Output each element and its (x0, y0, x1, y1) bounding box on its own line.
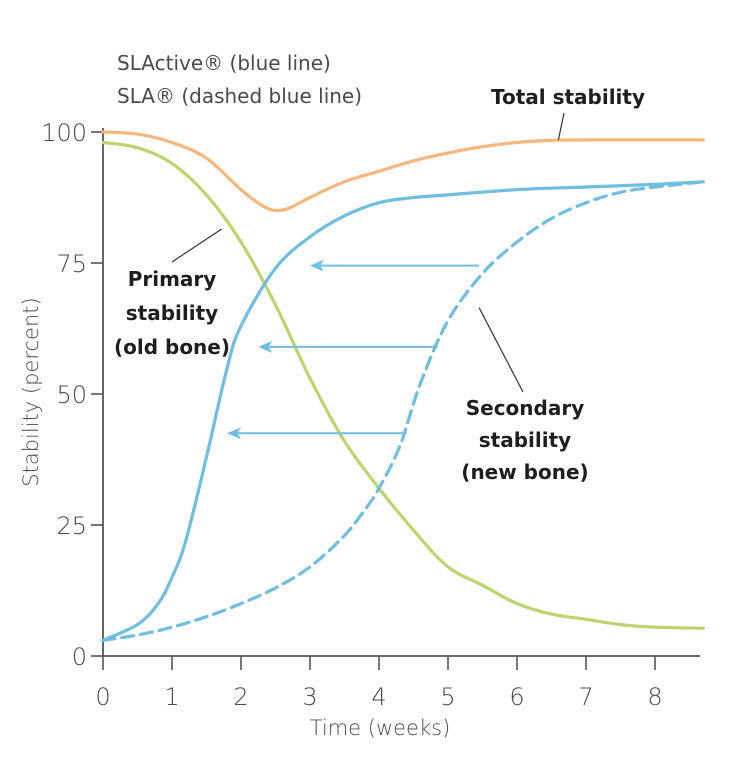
total-leader-line (557, 112, 565, 140)
legend-slactive: SLActive® (blue line) (117, 51, 331, 75)
x-axis-title: Time (weeks) (310, 716, 451, 740)
series-line-slactive (101, 180, 705, 642)
y-tick-label-100: 100 (41, 119, 87, 147)
x-tick-label-4: 4 (371, 683, 386, 711)
primary-stability-label-1: Primary (128, 267, 217, 291)
primary-leader-line (171, 228, 223, 263)
series-layer (101, 130, 705, 642)
y-tick-label-75: 75 (56, 250, 87, 278)
shift-arrow-1 (310, 259, 480, 272)
shift-arrow-2 (258, 340, 438, 353)
x-tick-label-8: 8 (647, 683, 662, 711)
ticks: 0 1 2 3 4 5 6 7 8 0 25 50 75 100 (41, 119, 662, 711)
x-tick-label-0: 0 (95, 683, 110, 711)
x-tick-label-1: 1 (164, 683, 179, 711)
series-line-sla (101, 180, 705, 642)
x-tick-label-7: 7 (578, 683, 593, 711)
series-line-total (101, 130, 705, 213)
secondary-stability-label-2: stability (479, 428, 571, 452)
leader-lines (171, 112, 565, 393)
x-tick-label-5: 5 (440, 683, 455, 711)
secondary-stability-label-1: Secondary (466, 396, 585, 420)
series-line-primary (101, 140, 705, 630)
y-tick-label-50: 50 (56, 381, 87, 409)
x-tick-label-2: 2 (233, 683, 248, 711)
x-tick-label-6: 6 (509, 683, 524, 711)
legend-sla: SLA® (dashed blue line) (117, 84, 362, 108)
secondary-stability-label-3: (new bone) (461, 460, 588, 484)
y-tick-label-0: 0 (72, 643, 87, 671)
primary-stability-label-2: stability (126, 301, 218, 325)
y-axis-title: Stability (percent) (19, 297, 43, 486)
total-stability-label: Total stability (491, 85, 645, 109)
y-tick-label-25: 25 (56, 512, 87, 540)
x-tick-label-3: 3 (302, 683, 317, 711)
arrows (227, 259, 480, 440)
secondary-leader-line (478, 307, 524, 393)
axes (102, 128, 700, 657)
shift-arrow-3 (227, 427, 407, 440)
primary-stability-label-3: (old bone) (114, 335, 230, 359)
